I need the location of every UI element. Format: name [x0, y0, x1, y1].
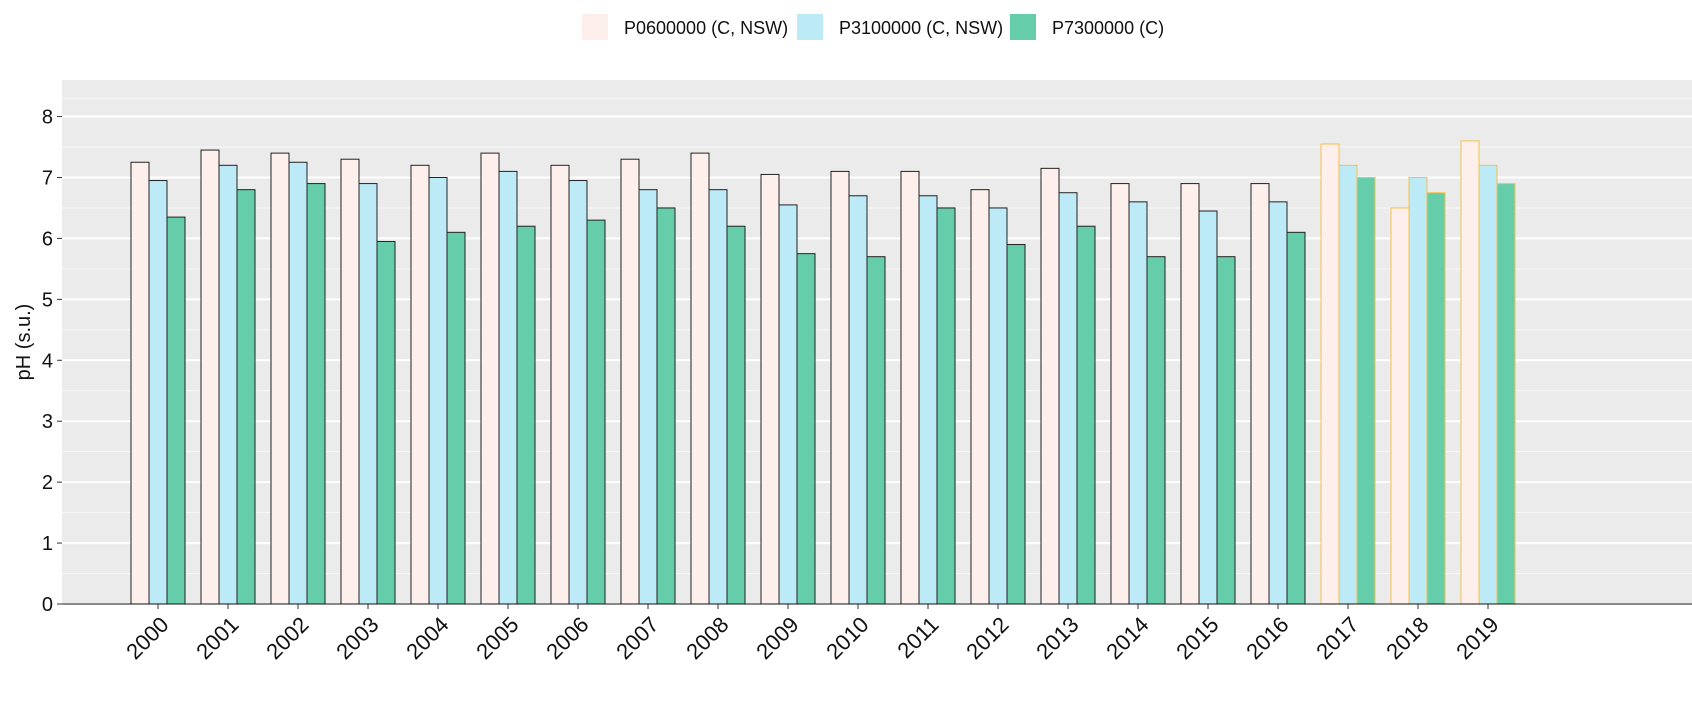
- bar: [358, 183, 378, 605]
- bar: [1390, 207, 1410, 605]
- x-tick-label: 2007: [611, 612, 663, 664]
- x-tick-label: 2004: [401, 612, 453, 664]
- x-tick-label: 2017: [1311, 612, 1363, 664]
- legend-label: P7300000 (C): [1052, 18, 1164, 38]
- bar: [1216, 256, 1236, 605]
- x-tick-label: 2001: [191, 612, 243, 664]
- x-tick-label: 2006: [541, 612, 593, 664]
- y-tick-label: 7: [42, 167, 53, 189]
- bar: [796, 253, 816, 605]
- bar: [446, 231, 466, 605]
- bar: [376, 240, 396, 605]
- y-tick-label: 3: [42, 411, 53, 433]
- bar: [1006, 244, 1026, 605]
- bar: [620, 158, 640, 605]
- bar: [218, 164, 238, 605]
- legend-label: P3100000 (C, NSW): [839, 18, 1003, 38]
- bar: [1058, 192, 1078, 605]
- y-axis-label: pH (s.u.): [13, 304, 35, 381]
- y-tick-label: 6: [42, 228, 53, 250]
- x-tick-label: 2002: [261, 612, 313, 664]
- y-tick-label: 0: [42, 594, 53, 616]
- legend-swatch: [1010, 14, 1036, 40]
- bar: [1320, 143, 1340, 605]
- y-tick-label: 1: [42, 533, 53, 555]
- bar: [918, 195, 938, 605]
- bar: [936, 207, 956, 605]
- x-tick-label: 2012: [961, 612, 1013, 664]
- x-tick-label: 2015: [1171, 612, 1223, 664]
- bar: [638, 189, 658, 605]
- bar: [1040, 167, 1060, 605]
- bar: [1286, 231, 1306, 605]
- bar: [900, 170, 920, 605]
- bar: [690, 152, 710, 605]
- bar: [1408, 176, 1428, 605]
- x-tick-label: 2000: [121, 612, 173, 664]
- bar: [166, 216, 186, 605]
- x-tick-label: 2019: [1451, 612, 1503, 664]
- x-tick-label: 2008: [681, 612, 733, 664]
- legend-label: P0600000 (C, NSW): [624, 18, 788, 38]
- x-tick-label: 2014: [1101, 612, 1153, 664]
- y-tick-label: 2: [42, 472, 53, 494]
- x-tick-label: 2009: [751, 612, 803, 664]
- bar: [428, 176, 448, 605]
- bar: [410, 164, 430, 605]
- bar: [288, 161, 308, 605]
- bar: [1076, 225, 1096, 605]
- bar: [830, 170, 850, 605]
- bar: [1426, 192, 1446, 605]
- bar: [200, 149, 220, 605]
- y-tick-label: 8: [42, 107, 53, 129]
- x-tick-label: 2010: [821, 612, 873, 664]
- bar: [708, 189, 728, 605]
- bar: [270, 152, 290, 605]
- bar: [726, 225, 746, 605]
- bar: [1198, 210, 1218, 605]
- bar: [586, 219, 606, 605]
- bar: [480, 152, 500, 605]
- bar: [656, 207, 676, 605]
- bar: [568, 180, 588, 605]
- bar: [340, 158, 360, 605]
- bar: [550, 164, 570, 605]
- bar: [148, 180, 168, 605]
- bar: [1460, 140, 1480, 605]
- x-tick-label: 2013: [1031, 612, 1083, 664]
- bar: [970, 189, 990, 605]
- x-tick-label: 2003: [331, 612, 383, 664]
- bar: [760, 173, 780, 605]
- bar: [1268, 201, 1288, 605]
- bar: [1478, 164, 1498, 605]
- x-tick-label: 2016: [1241, 612, 1293, 664]
- bar: [1128, 201, 1148, 605]
- bar: [498, 170, 518, 605]
- x-tick-label: 2005: [471, 612, 523, 664]
- bar: [236, 189, 256, 605]
- bar: [778, 204, 798, 605]
- x-tick-label: 2018: [1381, 612, 1433, 664]
- bar: [516, 225, 536, 605]
- bar: [1110, 183, 1130, 605]
- bar: [1338, 164, 1358, 605]
- legend-swatch: [797, 14, 823, 40]
- bar: [988, 207, 1008, 605]
- bar: [130, 161, 150, 605]
- bar: [1356, 176, 1376, 605]
- bar: [306, 183, 326, 605]
- bar: [1250, 183, 1270, 605]
- bar: [1496, 183, 1516, 605]
- x-tick-label: 2011: [892, 612, 943, 663]
- bar: [1180, 183, 1200, 605]
- bar: [866, 256, 886, 605]
- legend-swatch: [582, 14, 608, 40]
- y-tick-label: 5: [42, 289, 53, 311]
- bar: [1146, 256, 1166, 605]
- y-tick-label: 4: [42, 350, 53, 372]
- bar: [848, 195, 868, 605]
